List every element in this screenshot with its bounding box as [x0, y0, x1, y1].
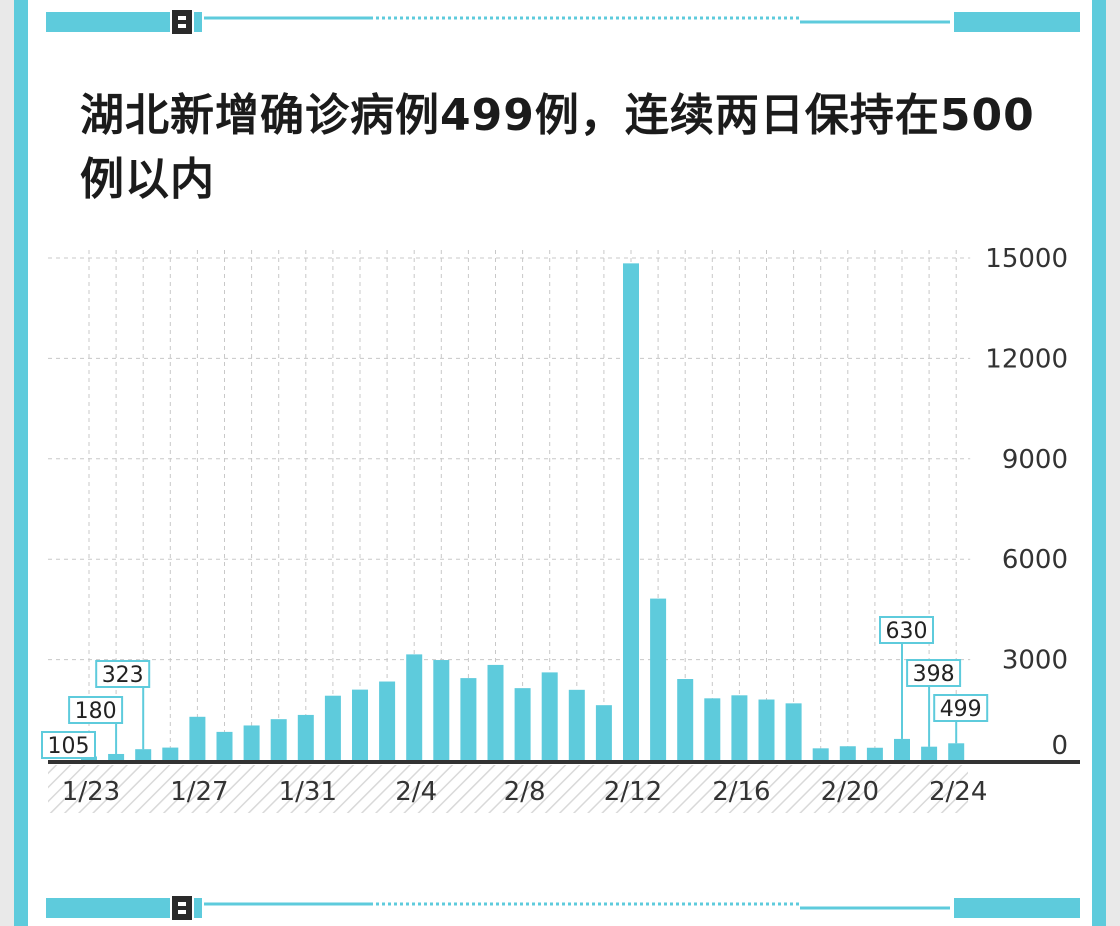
- x-tick-label: 2/12: [604, 777, 662, 807]
- data-label-value: 630: [886, 619, 928, 644]
- bar-2-8: [514, 688, 531, 760]
- bar-2-15: [704, 698, 721, 760]
- x-tick-label: 2/8: [504, 777, 546, 807]
- bar-2-10: [568, 689, 585, 760]
- bar-2-6: [460, 678, 477, 760]
- x-tick-label: 2/20: [821, 777, 879, 807]
- data-labels: 105 180 323 630 398 499: [41, 616, 989, 759]
- bar-2-13: [650, 598, 667, 760]
- y-tick-label: 9000: [1002, 445, 1068, 475]
- data-label-2-22: 630: [879, 616, 934, 739]
- x-axis-band: [48, 765, 968, 813]
- bar-2-7: [487, 664, 504, 760]
- data-label-box: [95, 660, 151, 688]
- y-tick-label: 12000: [985, 344, 1068, 374]
- bar-2-3: [379, 681, 396, 760]
- bar-2-20: [839, 746, 856, 760]
- data-label-value: 105: [48, 734, 90, 759]
- data-label-box: [68, 696, 124, 724]
- y-tick-label: 3000: [1002, 646, 1068, 676]
- data-label-1-23: 105: [41, 731, 96, 759]
- grid: [48, 250, 971, 760]
- top-decoration: [46, 10, 1080, 34]
- bar-1-26: [162, 747, 179, 760]
- bar-2-22: [894, 738, 910, 760]
- bar-2-1: [324, 695, 341, 760]
- bar-1-27: [189, 716, 206, 760]
- data-label-box: [906, 659, 962, 687]
- bar-2-23: [921, 746, 938, 760]
- bar-2-12: [623, 263, 639, 760]
- x-tick-label: 2/24: [929, 777, 987, 807]
- x-tick-label: 1/23: [62, 777, 120, 807]
- data-label-2-24: 499: [933, 694, 989, 744]
- bar-2-4: [406, 654, 423, 760]
- bar-2-18: [785, 703, 802, 760]
- data-label-box: [41, 731, 96, 759]
- bar-2-19: [812, 748, 829, 760]
- data-label-value: 499: [940, 697, 982, 722]
- y-tick-label: 6000: [1002, 545, 1068, 575]
- x-tick-label: 2/4: [395, 777, 437, 807]
- x-tick-label: 1/27: [170, 777, 228, 807]
- data-label-value: 398: [913, 662, 955, 687]
- bar-2-21: [866, 747, 883, 760]
- bar-2-14: [677, 679, 694, 760]
- data-label-box: [879, 616, 934, 644]
- bar-2-16: [731, 695, 748, 760]
- y-axis-ticks: 0 3000 6000 9000 12000 15000: [985, 244, 1068, 761]
- bar-1-30: [270, 719, 287, 760]
- x-axis-ticks: 1/23 1/27 1/31 2/4 2/8 2/12 2/16 2/20 2/24: [62, 777, 988, 807]
- data-label-value: 323: [102, 663, 144, 688]
- bar-1-28: [216, 731, 233, 760]
- bar-1-24: [108, 753, 125, 760]
- chart-title: 湖北新增确诊病例499例，连续两日保持在500例以内: [80, 90, 1035, 205]
- x-tick-label: 1/31: [279, 777, 337, 807]
- bar-2-24: [948, 743, 965, 760]
- x-tick-label: 2/16: [712, 777, 770, 807]
- y-tick-label: 15000: [985, 244, 1068, 274]
- bars: [81, 263, 965, 760]
- data-label-box: [933, 694, 989, 722]
- bar-2-5: [433, 660, 450, 760]
- bottom-decoration: [46, 896, 1080, 920]
- bar-2-2: [352, 689, 368, 760]
- bar-2-9: [541, 672, 558, 760]
- bar-1-29: [243, 725, 260, 760]
- bar-1-25: [135, 749, 152, 760]
- y-tick-label: 0: [1051, 731, 1068, 761]
- data-label-value: 180: [75, 699, 117, 724]
- data-label-2-23: 398: [906, 659, 962, 747]
- bar-2-11: [595, 705, 612, 760]
- data-label-1-25: 323: [95, 660, 151, 750]
- data-label-1-24: 180: [68, 696, 124, 754]
- bar-2-17: [758, 699, 775, 760]
- bar-1-31: [297, 714, 314, 760]
